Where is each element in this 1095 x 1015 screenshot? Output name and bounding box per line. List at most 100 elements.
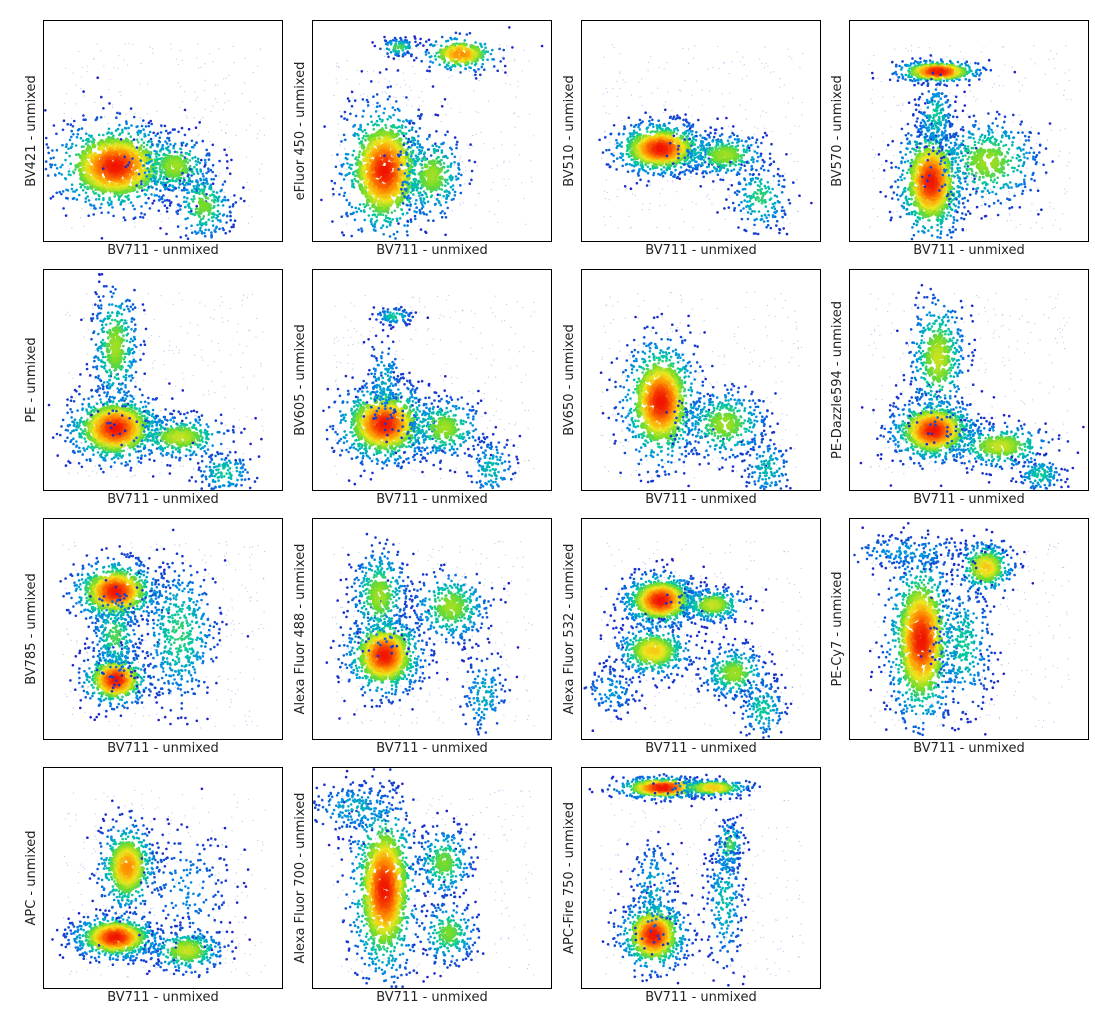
event-point <box>338 193 341 196</box>
event-point <box>605 112 607 114</box>
event-point <box>457 172 461 175</box>
event-point <box>743 178 747 182</box>
event-point <box>104 116 106 118</box>
event-point <box>375 227 377 229</box>
event-point <box>187 127 191 131</box>
event-point <box>392 57 396 60</box>
event-point <box>646 130 649 133</box>
event-point <box>210 212 213 215</box>
event-point <box>67 170 71 173</box>
event-point <box>690 176 692 178</box>
event-point <box>497 221 499 223</box>
event-point <box>151 167 155 171</box>
event-point <box>158 149 162 153</box>
event-point <box>83 95 86 97</box>
event-point <box>125 203 127 205</box>
event-point <box>156 143 160 146</box>
event-point <box>52 124 56 127</box>
event-point <box>731 201 735 205</box>
event-point <box>411 126 414 129</box>
event-point <box>418 194 421 197</box>
event-point <box>64 158 67 162</box>
event-point <box>65 67 67 69</box>
event-point <box>87 65 89 67</box>
event-point <box>445 63 449 67</box>
event-point <box>193 170 195 172</box>
event-point <box>171 178 174 181</box>
event-point <box>470 62 474 65</box>
event-point <box>612 152 615 154</box>
event-point <box>75 135 79 139</box>
event-point <box>415 189 419 192</box>
event-point <box>333 181 337 185</box>
event-point <box>721 178 725 182</box>
event-point <box>444 65 447 69</box>
event-point <box>162 181 165 184</box>
event-point <box>673 173 677 177</box>
event-point <box>205 171 208 175</box>
event-point <box>397 168 400 171</box>
event-point <box>394 237 397 240</box>
event-point <box>455 37 459 41</box>
event-point <box>97 210 99 212</box>
event-point <box>115 116 118 119</box>
event-point <box>61 143 64 147</box>
event-point <box>388 235 392 238</box>
event-point <box>433 151 436 154</box>
event-point <box>419 151 423 155</box>
event-point <box>368 207 372 210</box>
event-point <box>389 116 393 119</box>
event-point <box>744 169 747 172</box>
event-point <box>395 39 398 43</box>
event-point <box>190 207 193 211</box>
event-point <box>648 123 651 127</box>
event-point <box>616 141 619 145</box>
event-point <box>135 138 139 141</box>
event-point <box>340 165 344 168</box>
event-point <box>70 187 74 191</box>
event-point <box>743 228 747 232</box>
event-point <box>418 117 422 120</box>
event-point <box>175 195 178 198</box>
event-point <box>200 232 204 235</box>
event-point <box>473 76 475 78</box>
event-point <box>226 160 229 163</box>
event-point <box>687 106 690 108</box>
event-point <box>750 158 753 162</box>
event-point <box>68 154 71 158</box>
event-point <box>425 78 427 80</box>
event-point <box>496 69 499 73</box>
event-point <box>373 107 375 109</box>
event-point <box>393 96 395 98</box>
event-point <box>138 167 144 173</box>
event-point <box>351 180 354 183</box>
event-point <box>444 154 448 158</box>
event-point <box>397 222 400 225</box>
event-point <box>453 155 457 159</box>
event-point <box>669 173 673 176</box>
event-point <box>759 154 762 158</box>
event-point <box>407 60 409 62</box>
event-point <box>419 115 422 118</box>
event-point <box>350 90 354 94</box>
event-point <box>765 216 768 219</box>
event-point <box>379 160 384 166</box>
event-point <box>83 225 85 227</box>
event-point <box>200 158 203 162</box>
event-point <box>742 207 745 210</box>
plot-area <box>43 20 283 242</box>
event-point <box>740 159 744 163</box>
event-point <box>342 233 345 237</box>
event-point <box>379 47 382 51</box>
event-point <box>739 61 741 63</box>
event-point <box>398 45 402 49</box>
event-point <box>711 140 714 143</box>
event-point <box>611 43 614 46</box>
event-point <box>185 115 187 117</box>
event-point <box>218 48 220 50</box>
event-point <box>748 173 752 176</box>
event-point <box>215 214 219 217</box>
event-point <box>45 143 49 146</box>
event-point <box>422 190 426 193</box>
event-point <box>192 195 196 198</box>
